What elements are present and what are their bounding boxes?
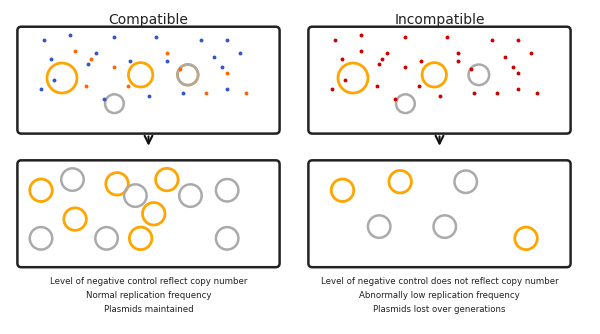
Text: Level of negative control does not reflect copy number
Abnormally low replicatio: Level of negative control does not refle…	[320, 277, 559, 314]
FancyBboxPatch shape	[17, 27, 280, 134]
Text: Incompatible: Incompatible	[394, 13, 485, 27]
Text: Compatible: Compatible	[109, 13, 188, 27]
FancyBboxPatch shape	[308, 160, 571, 267]
FancyBboxPatch shape	[17, 160, 280, 267]
FancyBboxPatch shape	[308, 27, 571, 134]
Text: Level of negative control reflect copy number
Normal replication frequency
Plasm: Level of negative control reflect copy n…	[50, 277, 247, 314]
